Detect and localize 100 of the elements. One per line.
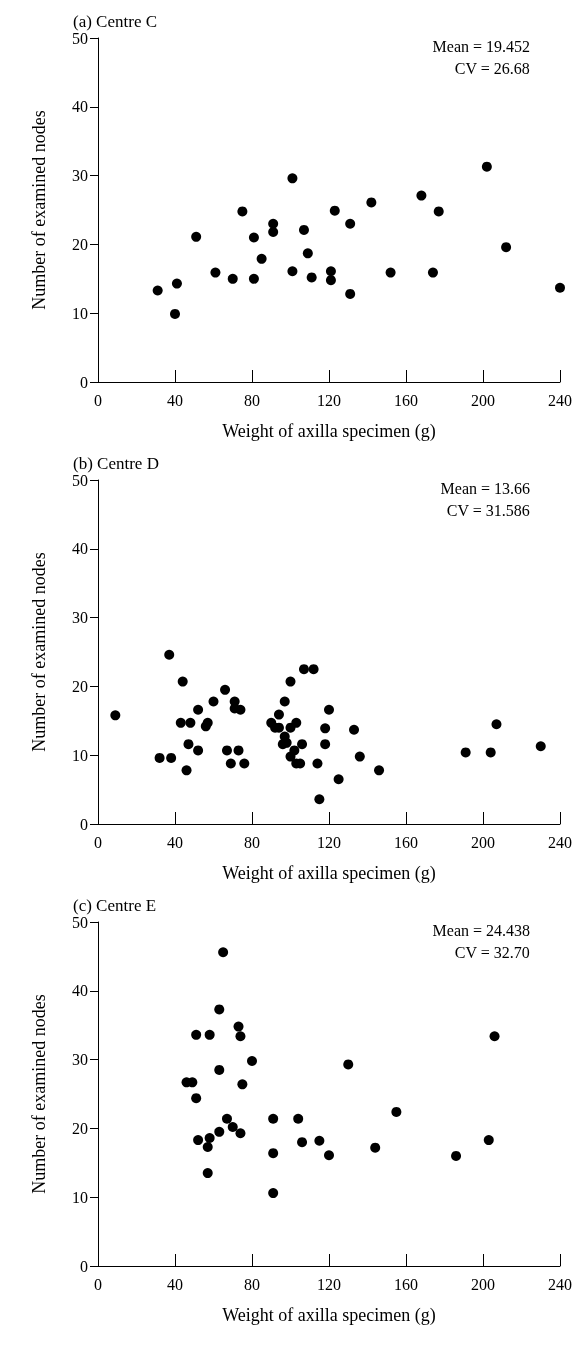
- point: [285, 676, 296, 687]
- point: [191, 1093, 202, 1104]
- point: [248, 273, 259, 284]
- y-tick-label: 30: [72, 167, 88, 185]
- x-axis-title: Weight of axilla specimen (g): [222, 1305, 436, 1326]
- y-tick-label: 20: [72, 1119, 88, 1137]
- point: [291, 717, 302, 728]
- annotation: CV = 26.68: [454, 59, 530, 77]
- x-tick-label: 120: [317, 1275, 341, 1293]
- y-tick-label: 10: [72, 746, 88, 764]
- chart-title: (b) Centre D: [73, 454, 159, 473]
- point: [297, 1137, 308, 1148]
- x-tick-label: 0: [94, 833, 102, 851]
- y-tick-label: 30: [72, 1051, 88, 1069]
- y-tick-label: 20: [72, 235, 88, 253]
- point: [333, 774, 344, 785]
- point: [247, 1055, 257, 1066]
- x-tick-label: 160: [394, 391, 418, 409]
- annotation: Mean = 13.66: [440, 479, 530, 497]
- point: [175, 717, 186, 728]
- point: [220, 684, 231, 695]
- point: [287, 173, 298, 184]
- point: [460, 747, 471, 758]
- point: [210, 267, 221, 278]
- point: [324, 1150, 334, 1161]
- point: [279, 696, 290, 707]
- x-tick-label: 40: [167, 391, 183, 409]
- point: [325, 275, 336, 286]
- x-tick-label: 80: [244, 1275, 260, 1293]
- point: [385, 267, 396, 278]
- point: [391, 1106, 402, 1117]
- point: [235, 1128, 246, 1139]
- point: [227, 1122, 238, 1133]
- point: [325, 266, 336, 277]
- point: [489, 1031, 500, 1042]
- point: [202, 717, 213, 728]
- point: [191, 1029, 202, 1040]
- point: [308, 664, 319, 675]
- point: [343, 1059, 354, 1070]
- point: [152, 285, 163, 296]
- point: [227, 273, 238, 284]
- point: [237, 1079, 248, 1090]
- x-tick-label: 200: [471, 391, 495, 409]
- point: [314, 794, 325, 805]
- x-axis-title: Weight of axilla specimen (g): [222, 421, 436, 442]
- point: [202, 1141, 213, 1152]
- y-tick-label: 40: [72, 98, 88, 116]
- point: [214, 1064, 225, 1075]
- point: [237, 206, 248, 217]
- point: [221, 745, 232, 756]
- x-tick-label: 240: [548, 1275, 572, 1293]
- point: [374, 765, 385, 776]
- point: [193, 704, 204, 715]
- y-axis-title: Number of examined nodes: [29, 110, 49, 310]
- point: [320, 739, 331, 750]
- point: [235, 1031, 246, 1042]
- point: [555, 282, 565, 293]
- point: [314, 1135, 325, 1146]
- point: [354, 751, 365, 762]
- point: [366, 197, 377, 208]
- point: [164, 649, 175, 660]
- point: [451, 1150, 462, 1161]
- point: [297, 739, 308, 750]
- point: [306, 272, 317, 283]
- x-tick-label: 80: [244, 391, 260, 409]
- point: [427, 267, 438, 278]
- x-tick-label: 200: [471, 1275, 495, 1293]
- y-tick-label: 40: [72, 982, 88, 1000]
- annotation: Mean = 19.452: [432, 37, 530, 55]
- point: [287, 266, 298, 277]
- point: [193, 1135, 204, 1146]
- point: [273, 709, 284, 720]
- point: [320, 723, 331, 734]
- point: [110, 710, 121, 721]
- point: [235, 704, 246, 715]
- point: [191, 231, 202, 242]
- x-tick-label: 160: [394, 833, 418, 851]
- point: [202, 1168, 213, 1179]
- point: [256, 253, 267, 264]
- point: [204, 1029, 215, 1040]
- point: [214, 1126, 225, 1137]
- point: [208, 696, 219, 707]
- point: [370, 1142, 381, 1153]
- y-tick-label: 0: [80, 1257, 88, 1275]
- chart-title: (a) Centre C: [73, 12, 158, 31]
- point: [181, 765, 192, 776]
- point: [183, 739, 194, 750]
- y-tick-label: 40: [72, 540, 88, 558]
- x-tick-label: 160: [394, 1275, 418, 1293]
- y-tick-label: 10: [72, 304, 88, 322]
- y-tick-label: 30: [72, 609, 88, 627]
- x-tick-label: 200: [471, 833, 495, 851]
- point: [345, 288, 356, 299]
- point: [268, 227, 279, 238]
- y-tick-label: 0: [80, 815, 88, 833]
- x-tick-label: 240: [548, 833, 572, 851]
- point: [166, 752, 177, 763]
- y-axis-title: Number of examined nodes: [29, 994, 49, 1194]
- point: [239, 758, 250, 769]
- x-tick-label: 240: [548, 391, 572, 409]
